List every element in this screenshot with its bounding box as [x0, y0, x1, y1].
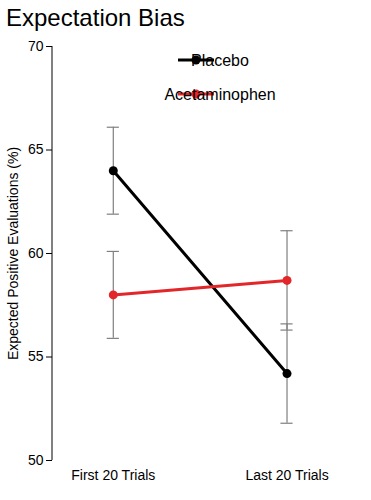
- svg-text:Last 20 Trials: Last 20 Trials: [245, 467, 328, 483]
- svg-text:Expected Positive Evaluations: Expected Positive Evaluations (%): [5, 147, 21, 360]
- svg-text:60: 60: [28, 245, 44, 261]
- svg-text:65: 65: [28, 141, 44, 157]
- svg-text:Placebo: Placebo: [191, 52, 249, 69]
- html-text:Expectation Bias: Expectation Bias: [6, 4, 185, 31]
- svg-text:First 20 Trials: First 20 Trials: [71, 467, 155, 483]
- svg-text:Acetaminophen: Acetaminophen: [164, 86, 275, 103]
- svg-text:50: 50: [28, 452, 44, 468]
- svg-text:70: 70: [28, 38, 44, 54]
- svg-text:55: 55: [28, 348, 44, 364]
